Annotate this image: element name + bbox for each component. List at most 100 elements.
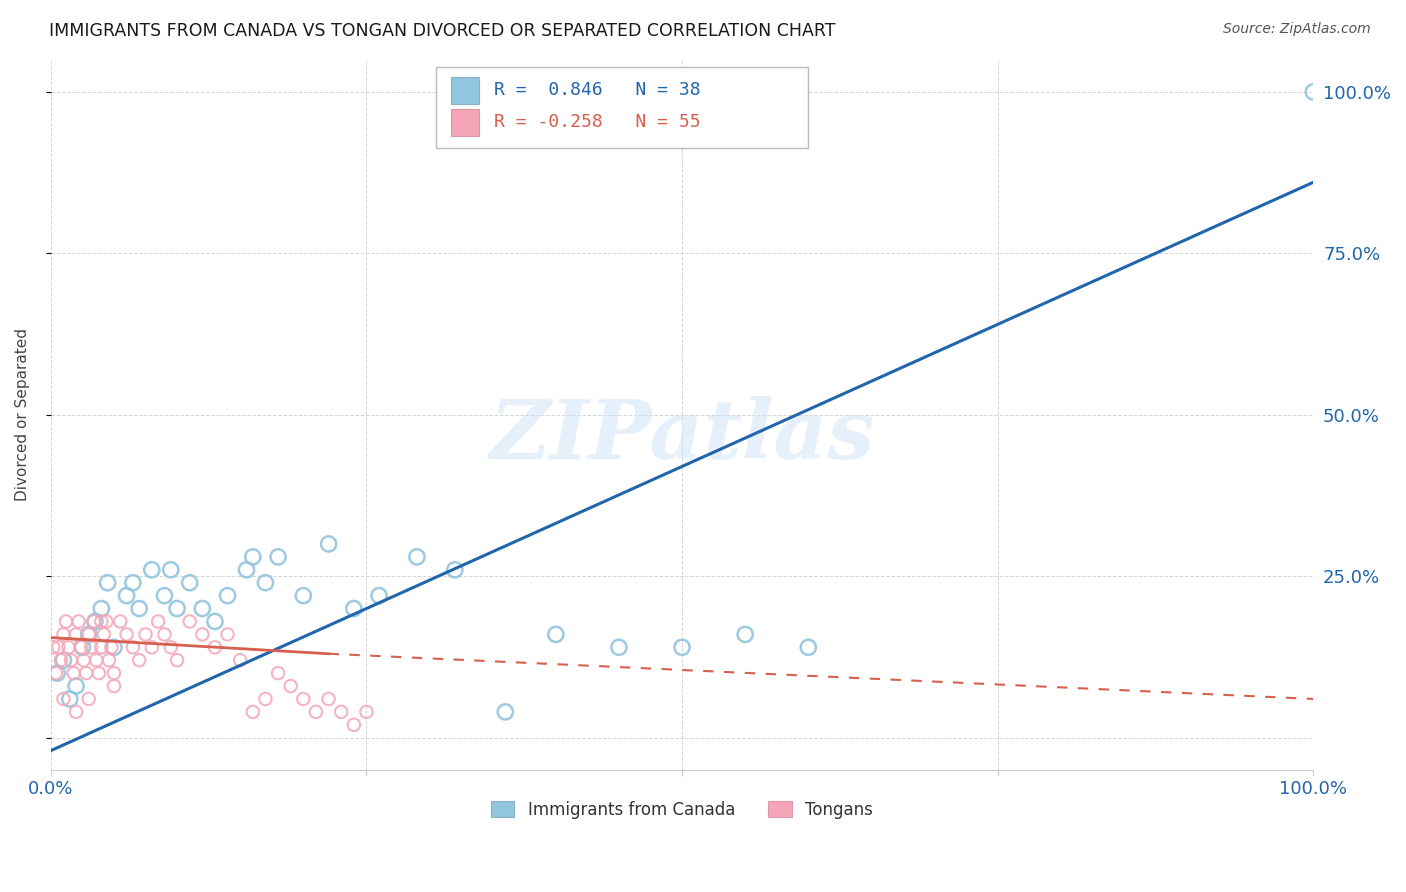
Point <box>49 653 72 667</box>
Point <box>83 615 105 629</box>
Point <box>52 653 75 667</box>
Point <box>204 640 226 655</box>
Point <box>65 679 87 693</box>
Point <box>75 666 97 681</box>
Point <box>58 640 80 655</box>
Point <box>153 589 176 603</box>
Point <box>292 692 315 706</box>
Point <box>191 601 214 615</box>
Point <box>72 640 94 655</box>
Text: Source: ZipAtlas.com: Source: ZipAtlas.com <box>1223 22 1371 37</box>
Point <box>671 640 693 655</box>
Point <box>46 666 69 681</box>
Point <box>97 575 120 590</box>
Point <box>267 549 290 564</box>
Point <box>494 705 516 719</box>
Point <box>368 589 391 603</box>
Point <box>90 601 112 615</box>
Point <box>191 627 214 641</box>
Bar <box>451 77 479 103</box>
Point <box>45 666 67 681</box>
Point <box>134 627 156 641</box>
Point <box>122 575 145 590</box>
Point <box>70 640 93 655</box>
Legend: Immigrants from Canada, Tongans: Immigrants from Canada, Tongans <box>485 794 880 826</box>
Point <box>305 705 328 719</box>
Point <box>55 615 77 629</box>
Point <box>90 640 112 655</box>
Point <box>443 563 465 577</box>
Point <box>204 615 226 629</box>
Point <box>229 653 252 667</box>
Point <box>77 692 100 706</box>
Point <box>52 627 75 641</box>
Point <box>179 615 201 629</box>
Point <box>242 549 264 564</box>
Point <box>67 615 90 629</box>
Point <box>292 589 315 603</box>
Point <box>141 563 163 577</box>
Point <box>242 705 264 719</box>
Point <box>96 615 118 629</box>
Point <box>318 537 340 551</box>
Point <box>77 627 100 641</box>
Point <box>179 575 201 590</box>
Point <box>128 653 150 667</box>
Point <box>60 653 83 667</box>
Point <box>217 627 239 641</box>
Point <box>1302 85 1324 99</box>
Point <box>254 575 277 590</box>
Point <box>330 705 353 719</box>
Point <box>93 627 115 641</box>
Point <box>159 563 181 577</box>
Point <box>48 640 70 655</box>
Point <box>62 666 84 681</box>
Point <box>90 615 112 629</box>
Point <box>235 563 257 577</box>
FancyBboxPatch shape <box>436 67 808 148</box>
Point <box>406 549 429 564</box>
Point <box>141 640 163 655</box>
Point <box>87 666 110 681</box>
Point <box>59 692 82 706</box>
Y-axis label: Divorced or Separated: Divorced or Separated <box>15 328 30 501</box>
Point <box>110 615 132 629</box>
Point <box>80 640 103 655</box>
Text: ZIPatlas: ZIPatlas <box>489 396 875 476</box>
Point <box>280 679 302 693</box>
Point <box>128 601 150 615</box>
Point <box>100 640 122 655</box>
Point <box>65 627 87 641</box>
Point <box>217 589 239 603</box>
Point <box>166 653 188 667</box>
Point <box>122 640 145 655</box>
Point <box>343 718 366 732</box>
Point <box>343 601 366 615</box>
Text: R = -0.258   N = 55: R = -0.258 N = 55 <box>494 113 700 131</box>
Point <box>65 705 87 719</box>
Point <box>97 653 120 667</box>
Point <box>166 601 188 615</box>
Text: IMMIGRANTS FROM CANADA VS TONGAN DIVORCED OR SEPARATED CORRELATION CHART: IMMIGRANTS FROM CANADA VS TONGAN DIVORCE… <box>49 22 835 40</box>
Point <box>72 653 94 667</box>
Point <box>115 627 138 641</box>
Point <box>153 627 176 641</box>
Point <box>544 627 567 641</box>
Point <box>103 679 125 693</box>
Point <box>77 627 100 641</box>
Point <box>84 615 107 629</box>
Point <box>267 666 290 681</box>
Point <box>607 640 630 655</box>
Bar <box>451 109 479 136</box>
Point <box>146 615 169 629</box>
Point <box>356 705 378 719</box>
Point <box>115 589 138 603</box>
Point <box>797 640 820 655</box>
Point <box>318 692 340 706</box>
Point <box>103 640 125 655</box>
Point <box>103 666 125 681</box>
Point <box>42 640 65 655</box>
Point <box>734 627 756 641</box>
Point <box>254 692 277 706</box>
Point <box>52 692 75 706</box>
